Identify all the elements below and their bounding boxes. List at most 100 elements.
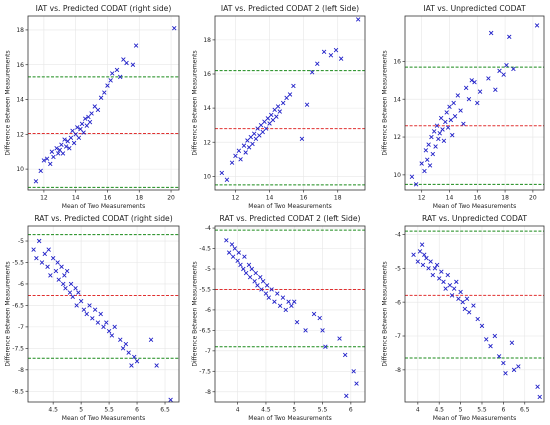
x-tick-label: 16 — [473, 195, 481, 202]
data-point — [263, 291, 269, 296]
plot-frame — [214, 225, 366, 403]
x-tick-label: 20 — [167, 195, 175, 202]
x-axis-label: Mean of Two Measurements — [433, 415, 516, 422]
data-point — [98, 95, 104, 100]
plot-frame — [404, 225, 545, 403]
data-point — [309, 70, 315, 75]
data-point — [415, 259, 421, 264]
y-tick-label: -8 — [395, 367, 401, 374]
data-point — [450, 132, 455, 138]
data-point — [133, 43, 139, 48]
data-point — [55, 151, 61, 156]
y-tick-label: -7 — [395, 333, 401, 340]
data-point — [34, 255, 39, 261]
y-tick-label: -6.5 — [199, 327, 211, 334]
data-point — [49, 149, 55, 154]
data-point — [433, 144, 438, 149]
chart-panel-3: 12 14 16 18 20 10 12 14 16 IAT vs. Unpredicted CO… — [382, 4, 545, 210]
data-point — [54, 146, 59, 151]
data-point — [277, 109, 282, 114]
y-tick-label: -4 — [205, 225, 211, 232]
data-point — [236, 250, 241, 255]
data-point — [451, 286, 457, 291]
data-point — [496, 354, 502, 359]
x-tick-label: 5 — [292, 407, 296, 414]
data-point — [63, 286, 68, 291]
y-axis-label: Difference Between Measurements — [5, 261, 12, 366]
data-point — [73, 132, 78, 137]
data-point — [264, 283, 270, 288]
data-point — [102, 90, 107, 95]
data-point — [274, 114, 279, 119]
data-point — [471, 303, 476, 308]
y-tick-label: 10 — [16, 166, 24, 173]
x-tick-label: 18 — [334, 195, 342, 202]
data-point — [535, 384, 540, 389]
data-point — [46, 247, 51, 252]
data-point — [121, 57, 126, 62]
y-tick-label: 14 — [393, 96, 401, 103]
data-point — [95, 320, 101, 325]
data-point — [501, 360, 506, 366]
data-point — [294, 319, 300, 325]
data-point — [423, 148, 429, 153]
data-point — [431, 129, 437, 134]
y-tick-label: -6 — [18, 281, 24, 288]
data-point — [272, 299, 277, 304]
data-point — [112, 324, 117, 330]
data-point — [284, 95, 289, 101]
data-point — [238, 157, 243, 162]
data-point — [224, 238, 229, 243]
data-point — [463, 85, 469, 91]
data-point — [90, 316, 95, 321]
data-point — [70, 294, 75, 300]
data-point — [89, 111, 94, 116]
x-tick-label: 5 — [79, 407, 83, 414]
data-point — [488, 343, 493, 349]
chart-panel-2: 12 14 16 18 10 12 14 16 18 IAT vs. Predicted CODA… — [192, 4, 366, 210]
data-point — [430, 151, 436, 157]
data-point — [130, 62, 136, 67]
data-point — [258, 122, 264, 128]
x-tick-label: 5.5 — [477, 407, 487, 414]
data-point — [449, 293, 455, 298]
data-point — [275, 291, 280, 296]
data-point — [419, 161, 424, 166]
x-tick-label: 12 — [418, 195, 426, 202]
data-point — [253, 136, 259, 142]
data-point — [424, 255, 429, 261]
data-point — [38, 168, 43, 174]
data-point — [71, 140, 77, 146]
y-axis-label: Difference Between Measurements — [192, 261, 199, 366]
x-tick-label: 6 — [501, 407, 505, 414]
data-point — [68, 281, 74, 287]
data-point — [448, 117, 454, 123]
data-point — [469, 78, 474, 83]
data-point — [87, 303, 92, 308]
data-point — [60, 151, 66, 156]
data-point — [287, 92, 293, 97]
data-point — [55, 260, 60, 265]
data-point — [242, 254, 247, 259]
chart-panel-1: 12 14 16 18 20 10 12 14 16 18 IAT vs. Predicted CO… — [5, 4, 180, 210]
data-point — [511, 66, 516, 72]
y-tick-label: -5.5 — [12, 260, 24, 267]
data-point — [427, 163, 433, 168]
data-point — [120, 346, 126, 351]
data-point — [511, 367, 517, 373]
data-point — [444, 110, 449, 115]
y-tick-label: -7 — [18, 324, 24, 331]
data-point — [317, 315, 322, 321]
data-point — [328, 53, 334, 58]
data-point — [109, 333, 115, 338]
data-point — [441, 279, 446, 285]
chart-title: RAT vs. Unpredicted CODAT — [422, 214, 527, 223]
x-axis-label: Mean of Two Measurements — [248, 415, 331, 422]
data-point — [428, 259, 433, 264]
data-point — [251, 131, 257, 136]
data-point — [429, 134, 434, 140]
data-point — [265, 116, 271, 121]
data-point — [466, 310, 472, 315]
data-point — [263, 126, 269, 131]
data-point — [243, 270, 249, 276]
